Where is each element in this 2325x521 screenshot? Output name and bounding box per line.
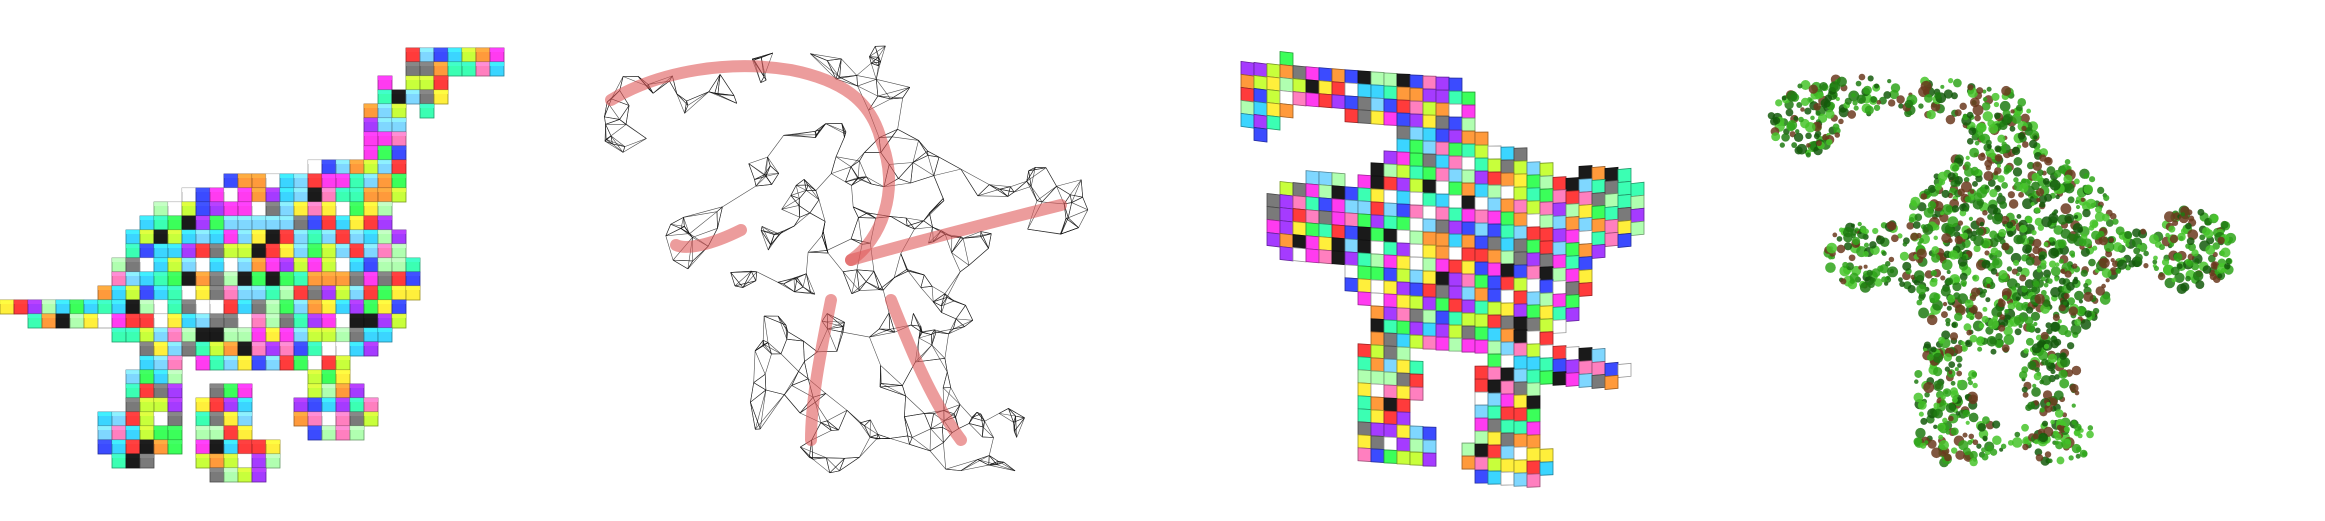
- green-foliage-dinosaur-panel: [1751, 0, 2325, 521]
- voxel-cubes: [0, 47, 505, 483]
- deformed-voxel-dinosaur-image: [1240, 51, 1645, 488]
- foliage-blobs: [1767, 73, 2237, 468]
- green-foliage-dinosaur-image: [1767, 73, 2237, 468]
- wireframe-mesh: [604, 45, 1089, 474]
- deformed-voxel-dinosaur-panel: [1181, 0, 1751, 521]
- voxel-dinosaur-panel: [0, 0, 581, 521]
- red-skeleton: [605, 60, 1067, 446]
- wireframe-dinosaur-image: [604, 45, 1089, 474]
- voxel-dinosaur-image: [0, 47, 505, 483]
- deformed-voxel-cubes: [1240, 51, 1645, 488]
- wireframe-dinosaur-panel: [581, 0, 1181, 521]
